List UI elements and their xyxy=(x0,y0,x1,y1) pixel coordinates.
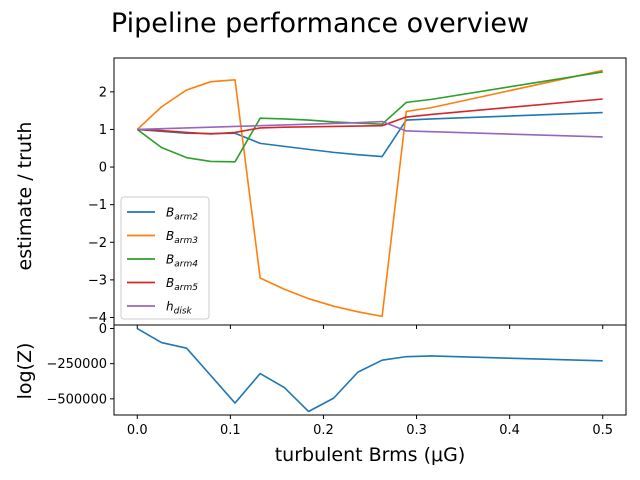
bottom-plot-panel: 0 −250000 −500000 0.0 0.1 0.2 0.3 0.4 0.5 log(Z… xyxy=(14,322,627,466)
legend: Barm2 Barm3 Barm4 Barm5 hdisk xyxy=(120,196,210,320)
top-series-lines xyxy=(136,69,603,318)
top-y-tick-label: −3 xyxy=(88,273,107,288)
top-y-axis-label: estimate / truth xyxy=(14,122,36,271)
bottom-x-ticks: 0.0 0.1 0.2 0.3 0.4 0.5 xyxy=(127,415,613,438)
legend-label-h-disk: hdisk xyxy=(166,300,193,317)
legend-label-b-arm3: Barm3 xyxy=(166,229,198,246)
bottom-y-tick-label: 0 xyxy=(99,322,107,337)
legend-items: Barm2 Barm3 Barm4 Barm5 hdisk xyxy=(127,206,198,317)
series-line-h-disk xyxy=(137,120,603,138)
series-line-b-arm5 xyxy=(137,98,603,135)
bottom-y-axis-label: log(Z) xyxy=(14,343,36,400)
series-line-logz xyxy=(136,327,603,413)
series-line-b-arm4 xyxy=(136,71,603,163)
x-tick-label: 0.1 xyxy=(220,423,241,438)
series-line-b-arm3 xyxy=(136,69,603,318)
x-tick-label: 0.5 xyxy=(592,423,613,438)
x-tick-label: 0.2 xyxy=(313,423,334,438)
bottom-plot-frame xyxy=(113,324,627,416)
top-x-ticks xyxy=(136,325,604,329)
bottom-y-tick-label: −250000 xyxy=(46,357,107,372)
top-plot-panel: −4 −3 −2 −1 0 1 2 estimate / truth xyxy=(14,57,627,329)
top-y-ticks: −4 −3 −2 −1 0 1 2 xyxy=(88,85,114,326)
bottom-y-ticks: 0 −250000 −500000 xyxy=(46,322,114,407)
top-y-tick-label: 0 xyxy=(99,161,107,176)
top-y-tick-label: 2 xyxy=(99,85,107,100)
top-y-tick-label: −2 xyxy=(88,236,107,251)
chart-title: Pipeline performance overview xyxy=(111,8,529,39)
x-tick-label: 0.4 xyxy=(499,423,520,438)
x-tick-label: 0.3 xyxy=(406,423,427,438)
x-axis-label: turbulent Brms (μG) xyxy=(275,444,466,466)
top-y-tick-label: −1 xyxy=(88,198,107,213)
legend-box xyxy=(120,196,210,320)
bottom-series-lines xyxy=(136,327,603,413)
legend-label-b-arm5: Barm5 xyxy=(166,276,198,293)
legend-label-b-arm2: Barm2 xyxy=(166,206,198,223)
legend-label-b-arm4: Barm4 xyxy=(166,253,198,270)
bottom-y-tick-label: −500000 xyxy=(46,392,107,407)
top-y-tick-label: 1 xyxy=(99,123,107,138)
top-y-tick-label: −4 xyxy=(88,311,107,326)
x-tick-label: 0.0 xyxy=(127,423,148,438)
